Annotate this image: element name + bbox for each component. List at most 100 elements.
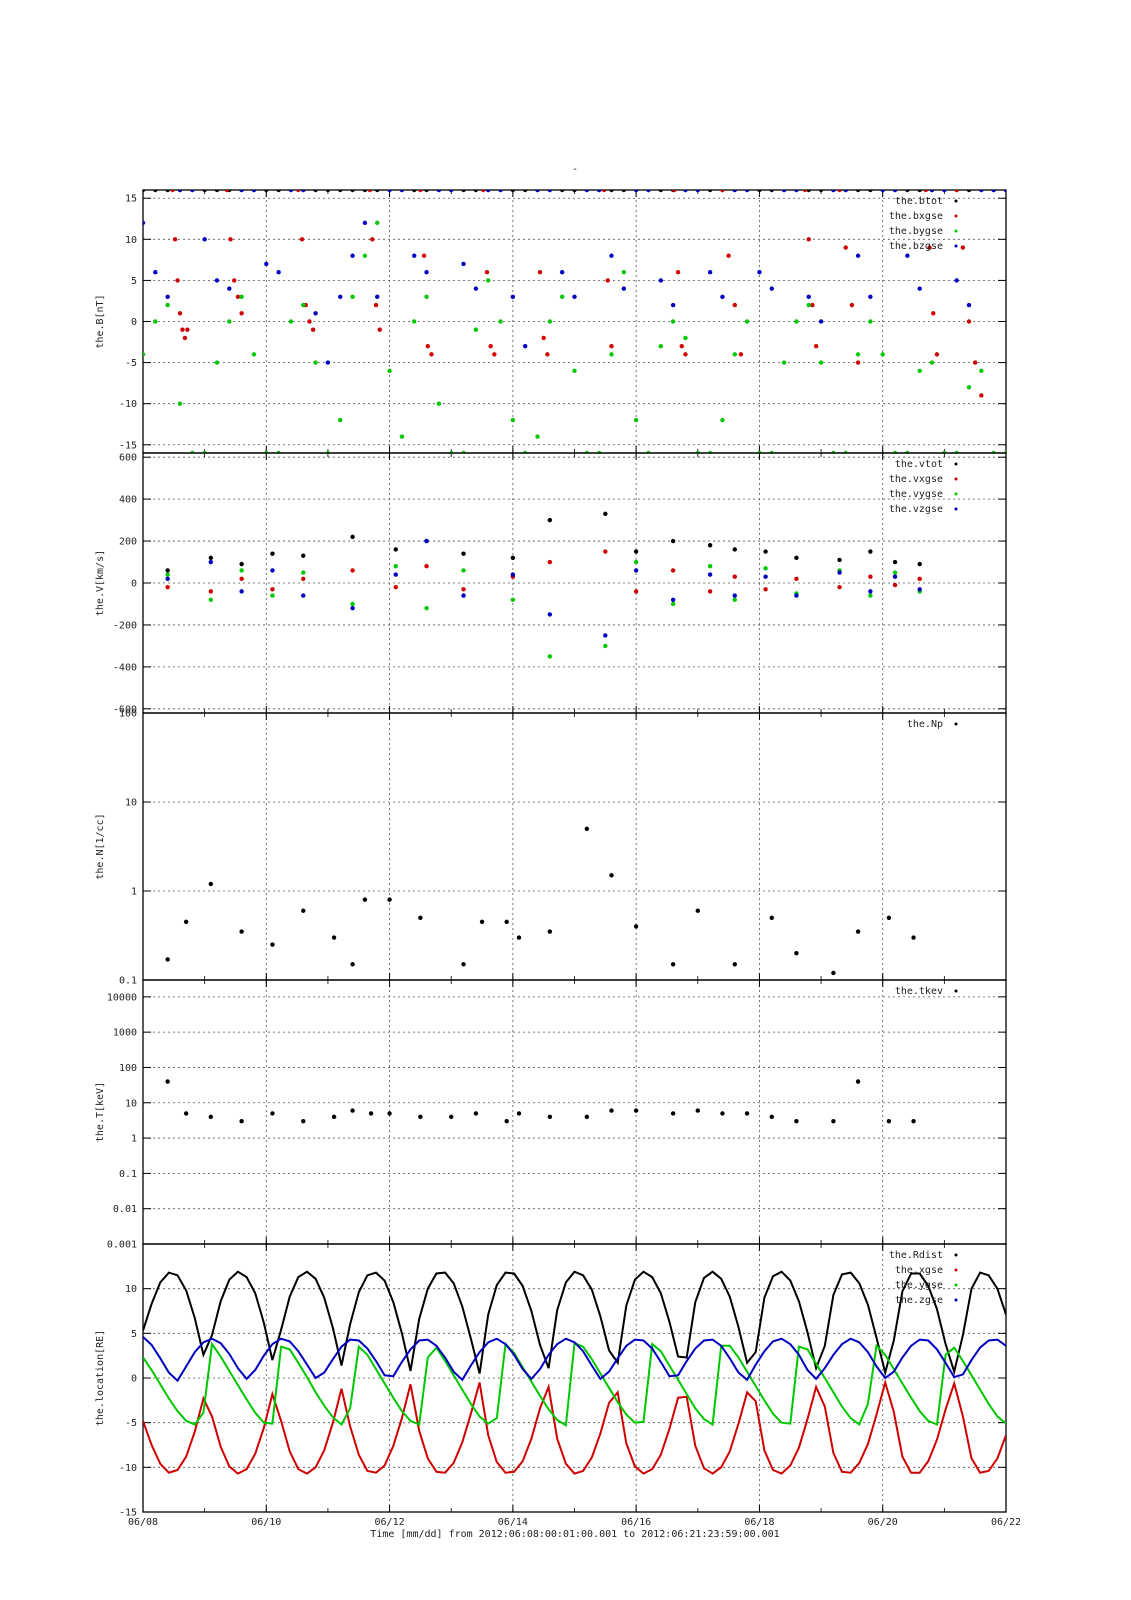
data-point: [498, 319, 503, 324]
data-point: [325, 360, 331, 365]
data-point: [370, 237, 375, 242]
data-point: [276, 269, 281, 275]
legend-label: the.Rdist: [889, 1250, 943, 1261]
data-point: [418, 190, 423, 193]
data-point: [510, 294, 516, 300]
data-point: [609, 190, 614, 193]
data-point: [479, 919, 485, 925]
data-point: [473, 327, 479, 332]
data-point: [806, 302, 811, 308]
data-point: [911, 1119, 916, 1124]
y-tick-label: 0.01: [113, 1204, 137, 1215]
data-point: [917, 368, 922, 374]
data-point: [301, 908, 306, 913]
data-point: [510, 417, 516, 423]
data-point: [387, 368, 392, 374]
plot-area: [165, 1079, 916, 1124]
data-point: [738, 352, 744, 357]
y-tick-label: 1000: [113, 1028, 137, 1039]
data-point: [802, 190, 808, 193]
data-point: [165, 302, 170, 308]
data-point: [596, 190, 602, 193]
legend-marker: [954, 1283, 958, 1287]
data-point: [572, 190, 577, 193]
data-point: [621, 286, 627, 291]
data-point: [572, 294, 577, 300]
data-point: [547, 612, 553, 617]
data-point: [393, 564, 398, 569]
data-point: [670, 597, 676, 602]
data-point: [868, 593, 873, 598]
data-point: [153, 319, 158, 324]
data-point: [375, 190, 380, 193]
data-point: [307, 319, 312, 324]
data-point: [177, 311, 183, 316]
data-point: [350, 1108, 355, 1113]
data-point: [979, 393, 984, 398]
data-point: [239, 294, 244, 300]
data-point: [929, 190, 935, 193]
data-point: [966, 319, 972, 324]
data-point: [601, 190, 607, 193]
data-point: [837, 584, 842, 590]
data-point: [732, 547, 737, 552]
x-tick-label: 06/22: [991, 1517, 1021, 1528]
data-point: [232, 278, 237, 283]
data-point: [923, 190, 929, 193]
data-point: [208, 555, 214, 561]
legend-label: the.Np: [907, 719, 943, 730]
data-point: [868, 319, 873, 324]
data-point: [695, 908, 700, 913]
y-tick-label: 0.1: [119, 1169, 137, 1180]
data-point: [695, 190, 700, 193]
figure-title: -: [572, 164, 578, 175]
data-point: [350, 253, 355, 258]
legend-label: the.vxgse: [889, 474, 943, 485]
data-point: [393, 584, 398, 590]
data-point: [917, 286, 922, 291]
data-point: [843, 190, 848, 193]
data-point: [603, 643, 608, 649]
legend-marker: [954, 214, 958, 218]
y-tick-label: -200: [113, 620, 137, 631]
data-point: [818, 360, 824, 365]
data-point: [960, 245, 966, 250]
data-point: [473, 1111, 479, 1116]
y-tick-label: 0.001: [107, 1240, 137, 1251]
y-tick-label: 10: [125, 1284, 137, 1295]
data-point: [436, 190, 442, 193]
data-point: [781, 360, 787, 365]
data-point: [313, 190, 318, 193]
data-point: [228, 237, 233, 242]
data-point: [670, 538, 676, 544]
data-point: [720, 190, 725, 193]
y-tick-label: -400: [113, 662, 137, 673]
data-point: [744, 1111, 750, 1116]
data-point: [720, 417, 725, 423]
data-point: [633, 417, 639, 423]
data-point: [516, 935, 522, 940]
data-point: [584, 1114, 590, 1120]
series-line: [143, 1270, 1006, 1377]
data-point: [424, 190, 429, 193]
data-point: [239, 568, 244, 573]
data-point: [726, 253, 731, 258]
data-point: [313, 311, 318, 316]
data-point: [670, 601, 676, 607]
data-point: [707, 543, 713, 548]
data-point: [942, 190, 947, 193]
data-point: [373, 302, 379, 308]
data-point: [288, 319, 294, 324]
time-axis-label: Time [mm/dd] from 2012:06:08:00:01:00.00…: [370, 1529, 779, 1540]
y-tick-label: -15: [119, 1508, 137, 1519]
y-tick-label: 0.1: [119, 976, 137, 987]
data-point: [535, 434, 540, 439]
data-point: [633, 589, 639, 594]
data-point: [868, 190, 873, 193]
legend-label: the.zgse: [895, 1295, 943, 1306]
data-point: [165, 190, 170, 193]
data-point: [153, 269, 158, 275]
data-point: [707, 190, 713, 193]
data-point: [165, 568, 170, 573]
